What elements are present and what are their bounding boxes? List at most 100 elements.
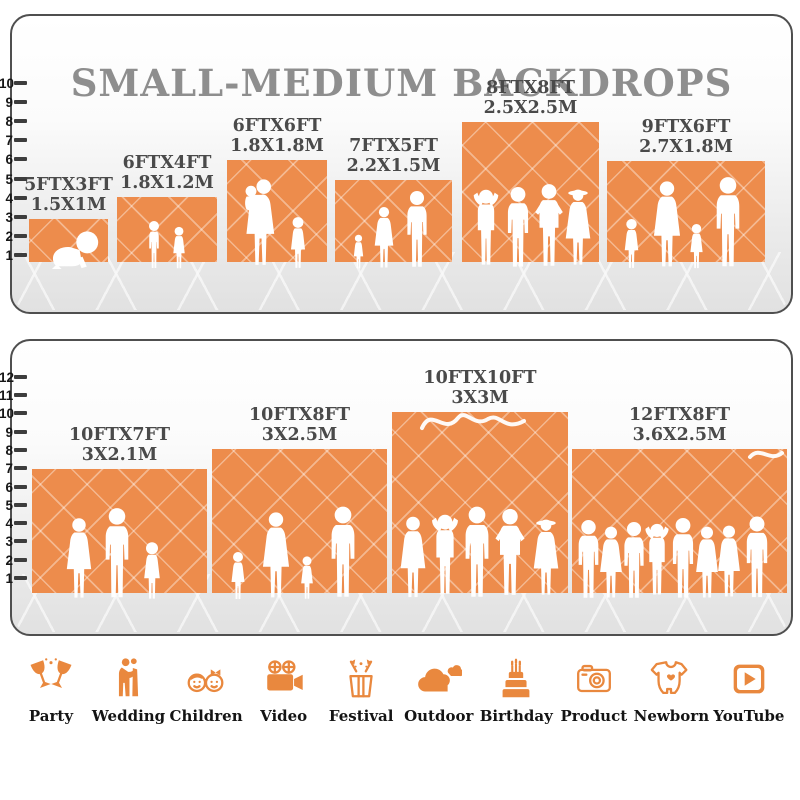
- category-label: Wedding: [91, 707, 166, 725]
- silhouettes: [231, 506, 355, 599]
- category-birthday: Birthday: [479, 656, 553, 766]
- decorative-script-squiggle: [748, 450, 784, 459]
- silhouette-man: [331, 506, 355, 597]
- backdrop-10ftx7ft: 10FTX7FT 3X2.1M: [32, 425, 207, 599]
- ruler-tick: 5: [0, 498, 27, 513]
- category-label: YouTube: [713, 707, 785, 725]
- silhouette-child: [301, 556, 313, 599]
- silhouette-woman-with-hat: [533, 519, 559, 595]
- ruler-tick: 6: [0, 152, 27, 167]
- silhouette-man: [105, 508, 129, 598]
- ruler-tick: 2: [0, 229, 27, 244]
- backdrop-size-label: 12FTX8FT 3.6X2.5M: [628, 404, 731, 446]
- video-icon: [266, 660, 303, 691]
- backdrop-size-label: 9FTX6FT 2.7X1.8M: [639, 116, 733, 158]
- category-youtube: YouTube: [712, 656, 786, 766]
- category-row: Party Wedding: [0, 656, 800, 766]
- category-wedding: Wedding: [92, 656, 166, 766]
- category-label: Children: [169, 707, 243, 725]
- category-label: Festival: [328, 707, 394, 725]
- ruler-tick: 3: [0, 210, 27, 225]
- silhouette-girl: [290, 217, 306, 268]
- party-icon: [30, 658, 72, 688]
- backdrop-6ftx6ft: 6FTX6FT 1.8X1.8M: [227, 116, 327, 268]
- festival-icon: [349, 659, 373, 698]
- backdrop-size-label: 6FTX6FT 1.8X1.8M: [230, 115, 324, 157]
- silhouette-woman: [66, 518, 92, 598]
- ruler-tick: 8: [0, 114, 27, 129]
- silhouette-woman: [653, 181, 681, 267]
- silhouette-girl: [231, 552, 245, 599]
- silhouette-man-hands-on-hips: [535, 184, 563, 266]
- ruler-tick: 12: [0, 370, 27, 385]
- page-title: SMALL-MEDIUM BACKDROPS: [70, 60, 733, 105]
- silhouette-woman: [600, 526, 622, 598]
- silhouette-woman-with-hat: [565, 189, 591, 265]
- ruler-tick: 1: [0, 571, 27, 586]
- children-icon: [187, 669, 224, 693]
- newborn-icon: [651, 661, 688, 695]
- category-label: Video: [260, 707, 308, 725]
- silhouette-girl: [173, 226, 185, 269]
- category-children: Children: [169, 656, 243, 766]
- silhouette-toddler: [353, 234, 364, 269]
- ruler-tick: 9: [0, 425, 27, 440]
- ruler-tick: 10: [0, 76, 27, 91]
- silhouette-man: [578, 519, 599, 598]
- silhouette-man: [672, 518, 694, 598]
- silhouette-man-arms-up: [645, 523, 669, 595]
- silhouette-man: [716, 177, 740, 267]
- silhouettes: [353, 190, 427, 269]
- product-icon: [576, 664, 611, 693]
- panel-small-medium: SMALL-MEDIUM BACKDROPS 10 9 8 7 6 5 4 3 …: [0, 14, 793, 314]
- silhouette-crawling-baby: [52, 231, 99, 270]
- ruler-tick: 2: [0, 553, 27, 568]
- silhouette-man: [465, 506, 489, 597]
- silhouette-mother-holding-baby: [245, 179, 275, 265]
- ruler-tick: 4: [0, 516, 27, 531]
- silhouette-man: [746, 516, 768, 598]
- category-label: Outdoor: [404, 707, 474, 725]
- ruler-tick: 1: [0, 248, 27, 263]
- ruler-tick: 10: [0, 406, 27, 421]
- category-newborn: Newborn: [633, 656, 710, 766]
- ruler-tick: 7: [0, 133, 27, 148]
- backdrop-5ftx3ft: 5FTX3FT 1.5X1M: [24, 175, 113, 270]
- backdrop-size-label: 10FTX7FT 3X2.1M: [68, 424, 171, 466]
- silhouette-woman: [400, 516, 426, 598]
- category-label: Newborn: [633, 707, 710, 725]
- silhouette-man-arms-up: [473, 189, 499, 265]
- silhouette-man: [407, 190, 427, 267]
- category-party: Party: [14, 656, 88, 766]
- backdrop-size-label: 7FTX5FT 2.2X1.5M: [346, 135, 441, 177]
- ruler-tick: 4: [0, 191, 27, 206]
- ruler-tick: 11: [0, 388, 27, 403]
- category-product: Product: [557, 656, 631, 766]
- ruler-tick: 3: [0, 534, 27, 549]
- silhouettes: [624, 177, 740, 269]
- backdrop-6ftx4ft: 6FTX4FT 1.8X1.2M: [117, 153, 217, 269]
- backdrop-size-label: 10FTX10FT 3X3M: [423, 367, 537, 409]
- backdrop-size-label: 8FTX8FT 2.5X2.5M: [483, 77, 578, 119]
- silhouette-woman: [696, 526, 718, 598]
- silhouette-man-hands-on-hips: [495, 508, 525, 595]
- ruler-tick: 5: [0, 172, 27, 187]
- category-outdoor: Outdoor: [402, 656, 476, 766]
- backdrop-10ftx10ft: 10FTX10FT 3X3M: [392, 368, 568, 598]
- silhouette-child: [690, 223, 703, 269]
- category-label: Party: [28, 707, 74, 725]
- silhouette-boy: [149, 221, 159, 268]
- backdrop-12ftx8ft: 12FTX8FT 3.6X2.5M: [572, 405, 787, 598]
- birthday-icon: [502, 658, 530, 698]
- backdrop-8ftx8ft: 8FTX8FT 2.5X2.5M: [462, 78, 599, 267]
- silhouette-man: [507, 187, 529, 267]
- category-label: Birthday: [479, 707, 553, 725]
- silhouettes: [578, 450, 784, 598]
- silhouette-girl: [144, 542, 160, 599]
- backdrop-size-label: 10FTX8FT 3X2.5M: [248, 404, 351, 446]
- decorative-script-squiggle: [420, 413, 526, 430]
- silhouettes: [149, 221, 185, 269]
- wedding-icon: [118, 658, 138, 697]
- ruler-tick: 6: [0, 480, 27, 495]
